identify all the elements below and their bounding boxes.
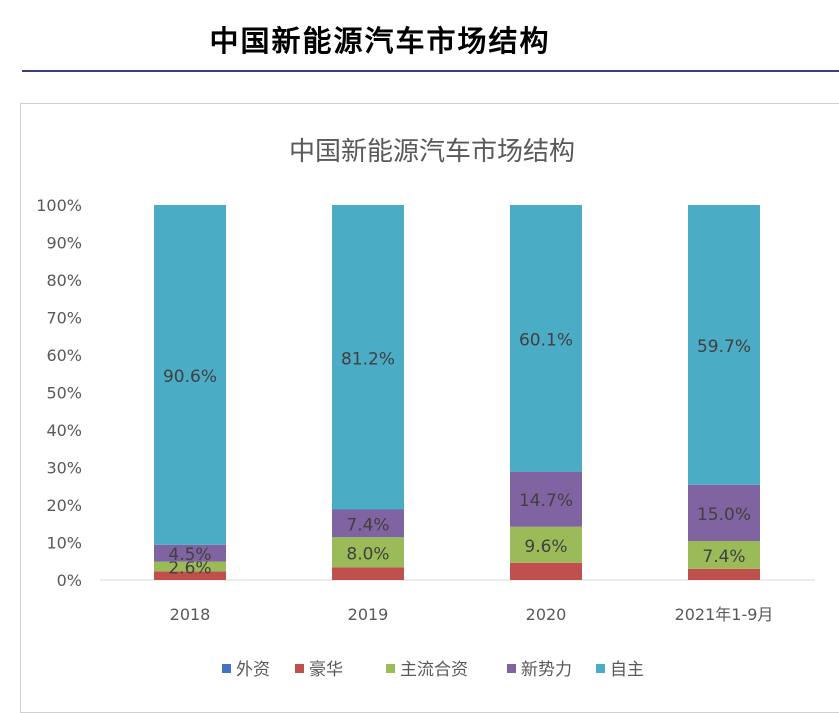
- x-tick-label: 2021年1-9月: [675, 605, 774, 624]
- legend-swatch: [386, 664, 395, 673]
- y-tick-label: 70%: [46, 309, 82, 328]
- y-tick-label: 50%: [46, 384, 82, 403]
- data-label: 59.7%: [697, 337, 751, 357]
- bar-segment: [688, 541, 760, 569]
- y-tick-label: 90%: [46, 234, 82, 253]
- bar-segment: [154, 205, 226, 545]
- y-tick-label: 40%: [46, 421, 82, 440]
- document-title: 中国新能源汽车市场结构: [209, 24, 551, 58]
- bar-segment: [332, 567, 404, 580]
- data-label: 7.4%: [346, 515, 389, 535]
- y-tick-label: 100%: [36, 196, 82, 215]
- bar-segment: [154, 571, 226, 580]
- bar-segment: [510, 526, 582, 563]
- y-tick-label: 0%: [57, 571, 82, 590]
- bar-segment: [154, 544, 226, 562]
- data-label: 15.0%: [697, 505, 751, 525]
- document-header: 中国新能源汽车市场结构: [0, 0, 839, 72]
- bar-segment: [332, 205, 404, 510]
- bar-segment: [510, 205, 582, 472]
- data-label: 90.6%: [163, 367, 217, 387]
- bar-segment: [510, 471, 582, 527]
- legend-swatch: [596, 664, 605, 673]
- legend-label: 新势力: [521, 660, 572, 680]
- x-tick-label: 2018: [170, 605, 211, 624]
- y-tick-label: 60%: [46, 346, 82, 365]
- bar-segment: [688, 568, 760, 580]
- data-label: 8.0%: [346, 544, 389, 564]
- bar-segment: [510, 562, 582, 580]
- data-label: 60.1%: [519, 330, 573, 350]
- data-label: 4.5%: [168, 545, 211, 565]
- legend-swatch: [222, 664, 231, 673]
- y-tick-label: 30%: [46, 459, 82, 478]
- y-tick-label: 10%: [46, 534, 82, 553]
- y-tick-label: 80%: [46, 271, 82, 290]
- legend-label: 豪华: [309, 659, 343, 680]
- bar-segment: [688, 205, 760, 485]
- header-divider: [22, 70, 839, 72]
- bar-segment: [332, 537, 404, 568]
- data-label: 14.7%: [519, 491, 573, 511]
- bar-segment: [688, 484, 760, 541]
- legend-label: 外资: [236, 660, 270, 680]
- x-tick-label: 2020: [526, 605, 567, 624]
- bar-segment: [332, 509, 404, 538]
- data-label: 81.2%: [341, 349, 395, 369]
- chart-title: 中国新能源汽车市场结构: [289, 137, 575, 167]
- data-label: 2.6%: [168, 559, 211, 579]
- data-label: 7.4%: [702, 547, 745, 567]
- legend-label: 自主: [610, 660, 644, 680]
- legend-swatch: [507, 664, 516, 673]
- data-label: 9.6%: [524, 537, 567, 557]
- x-tick-label: 2019: [348, 605, 389, 624]
- legend-swatch: [295, 664, 304, 673]
- legend-label: 主流合资: [400, 660, 468, 680]
- bar-segment: [154, 561, 226, 572]
- y-tick-label: 20%: [46, 496, 82, 515]
